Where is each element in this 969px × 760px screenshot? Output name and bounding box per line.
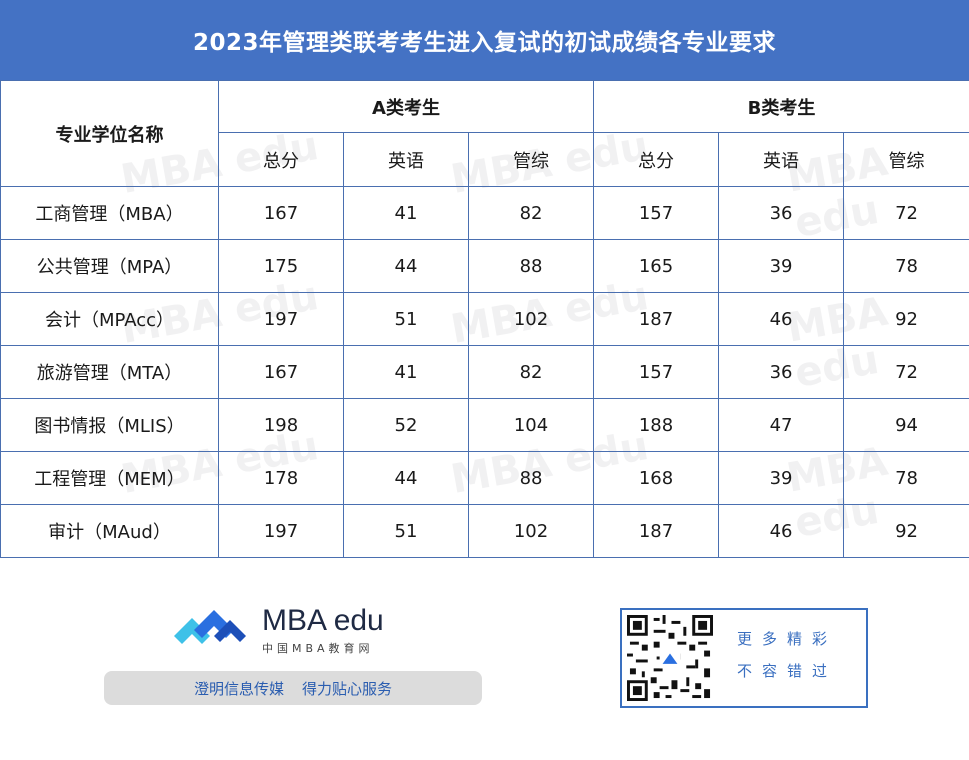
- slogan-left: 澄明信息传媒: [193, 679, 284, 698]
- subheader-management-b: 管综: [843, 132, 969, 187]
- table-row: 工程管理（MEM） 178 44 88 168 39 78: [0, 451, 969, 505]
- qr-caption-line2: 不容错过: [737, 662, 838, 680]
- table-row: 会计（MPAcc） 197 51 102 187 46 92: [0, 292, 969, 346]
- table-cell: 157: [593, 186, 720, 240]
- table-cell: 46: [718, 504, 845, 558]
- table-cell: 72: [843, 186, 969, 240]
- page-title: 2023年管理类联考考生进入复试的初试成绩各专业要求: [0, 0, 969, 80]
- table-cell: 47: [718, 398, 845, 452]
- qr-code-icon[interactable]: [627, 615, 713, 701]
- table-cell: 167: [218, 345, 344, 399]
- table-cell: 102: [467, 292, 595, 346]
- table-cell: 187: [593, 504, 720, 558]
- program-name: 会计（MPAcc）: [0, 292, 219, 346]
- brand-subtitle: 中国MBA教育网: [262, 642, 374, 655]
- table-cell: 36: [718, 186, 845, 240]
- table-cell: 78: [843, 239, 969, 293]
- table-row: 公共管理（MPA） 175 44 88 165 39 78: [0, 239, 969, 293]
- table-row: 旅游管理（MTA） 167 41 82 157 36 72: [0, 345, 969, 399]
- table-cell: 167: [218, 186, 344, 240]
- table-cell: 175: [218, 239, 344, 293]
- slogan-right: 得力贴心服务: [302, 679, 393, 698]
- table-cell: 198: [218, 398, 344, 452]
- table-row: 审计（MAud） 197 51 102 187 46 92: [0, 504, 969, 558]
- group-header-b: B类考生: [593, 80, 969, 133]
- table-cell: 39: [718, 451, 845, 505]
- table-cell: 197: [218, 504, 344, 558]
- subheader-total-a: 总分: [218, 132, 344, 187]
- table-row: 图书情报（MLIS） 198 52 104 188 47 94: [0, 398, 969, 452]
- table-cell: 157: [593, 345, 720, 399]
- subheader-total-b: 总分: [593, 132, 720, 187]
- table-cell: 102: [467, 504, 595, 558]
- program-name: 公共管理（MPA）: [0, 239, 219, 293]
- table-cell: 197: [218, 292, 344, 346]
- table-cell: 51: [343, 292, 469, 346]
- table-cell: 44: [343, 451, 469, 505]
- qr-panel: 更多精彩 不容错过: [620, 608, 868, 708]
- subheader-english-a: 英语: [343, 132, 469, 187]
- brand-name: MBA edu: [262, 604, 384, 637]
- table-cell: 51: [343, 504, 469, 558]
- logo-icon: [174, 610, 246, 644]
- table-cell: 178: [218, 451, 344, 505]
- corner-header: 专业学位名称: [0, 80, 219, 187]
- table-cell: 104: [467, 398, 595, 452]
- table-cell: 82: [467, 345, 595, 399]
- table-cell: 52: [343, 398, 469, 452]
- footer: MBA edu 中国MBA教育网 澄明信息传媒 得力贴心服务: [0, 558, 969, 760]
- table-cell: 187: [593, 292, 720, 346]
- subheader-management-a: 管综: [467, 132, 595, 187]
- table-cell: 165: [593, 239, 720, 293]
- qr-caption-line1: 更多精彩: [737, 630, 838, 648]
- program-name: 工程管理（MEM）: [0, 451, 219, 505]
- program-name: 图书情报（MLIS）: [0, 398, 219, 452]
- table-cell: 92: [843, 292, 969, 346]
- table-cell: 41: [343, 345, 469, 399]
- score-table: 专业学位名称 A类考生 B类考生 总分 英语 管综 总分 英语 管综 工商管理（…: [0, 80, 969, 558]
- table-cell: 72: [843, 345, 969, 399]
- table-cell: 88: [467, 451, 595, 505]
- program-name: 旅游管理（MTA）: [0, 345, 219, 399]
- slogan-banner: 澄明信息传媒 得力贴心服务: [104, 671, 482, 705]
- table-cell: 36: [718, 345, 845, 399]
- subheader-english-b: 英语: [718, 132, 845, 187]
- table-cell: 44: [343, 239, 469, 293]
- table-cell: 39: [718, 239, 845, 293]
- table-cell: 188: [593, 398, 720, 452]
- program-name: 审计（MAud）: [0, 504, 219, 558]
- table-cell: 46: [718, 292, 845, 346]
- table-cell: 41: [343, 186, 469, 240]
- table-cell: 78: [843, 451, 969, 505]
- group-header-a: A类考生: [217, 80, 595, 133]
- table-cell: 92: [843, 504, 969, 558]
- table-cell: 82: [467, 186, 595, 240]
- table-cell: 88: [467, 239, 595, 293]
- program-name: 工商管理（MBA）: [0, 186, 219, 240]
- table-cell: 168: [593, 451, 720, 505]
- table-cell: 94: [843, 398, 969, 452]
- table-row: 工商管理（MBA） 167 41 82 157 36 72: [0, 186, 969, 240]
